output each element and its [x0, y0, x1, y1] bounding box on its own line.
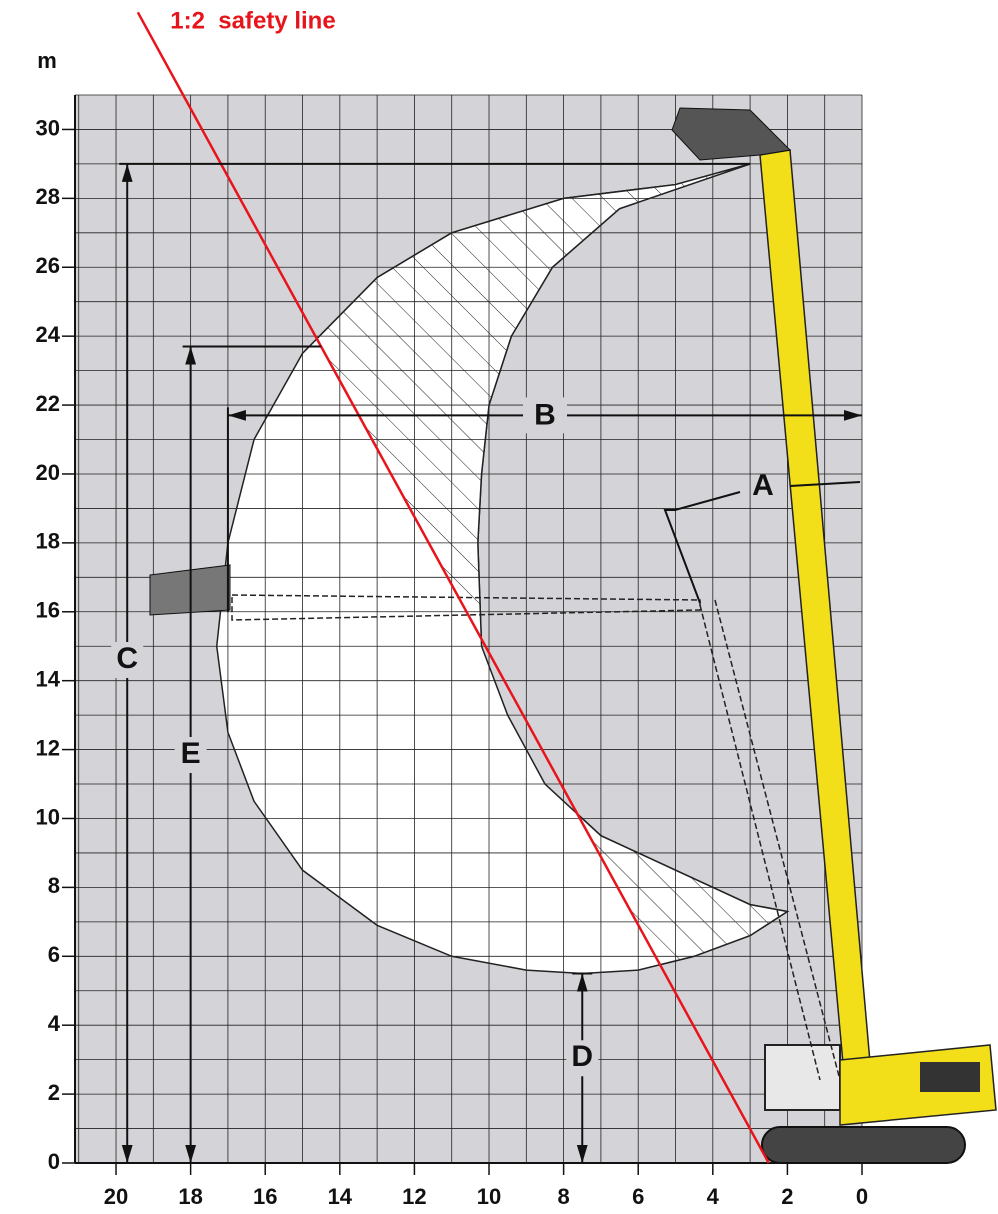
y-tick-label: 30 — [36, 115, 60, 140]
cab — [764, 1044, 841, 1111]
dimension-label: A — [752, 469, 774, 502]
y-tick-label: 24 — [36, 322, 61, 347]
safety-line-label: 1:2 safety line — [170, 7, 335, 34]
engine-cover — [920, 1062, 980, 1092]
y-tick-label: 10 — [36, 804, 60, 829]
x-tick-label: 0 — [856, 1184, 868, 1209]
x-tick-label: 20 — [104, 1184, 128, 1209]
y-tick-label: 20 — [36, 460, 60, 485]
x-tick-label: 12 — [402, 1184, 426, 1209]
y-tick-label: 14 — [36, 666, 61, 691]
excavator — [149, 107, 997, 1164]
x-tick-label: 18 — [178, 1184, 202, 1209]
dimensions: A B C D E — [111, 162, 862, 1163]
grid — [75, 94, 863, 1164]
y-tick-label: 8 — [48, 873, 60, 898]
boom-outline — [699, 599, 841, 1081]
y-tick-label: 28 — [36, 184, 60, 209]
arm-outline — [231, 594, 701, 621]
label-gap — [566, 1040, 599, 1077]
label-gap — [174, 737, 207, 773]
y-axis-label: m — [37, 48, 57, 73]
x-tick-label: 10 — [477, 1184, 501, 1209]
dimension-label: D — [571, 1040, 593, 1073]
y-tick-label: 0 — [48, 1149, 60, 1174]
y-tick-label: 2 — [48, 1080, 60, 1105]
x-tick-label: 8 — [557, 1184, 569, 1209]
x-tick-label: 16 — [253, 1184, 277, 1209]
attachment — [671, 107, 792, 161]
label-gap — [523, 397, 567, 434]
y-tick-label: 26 — [36, 253, 60, 278]
label-gap — [111, 642, 144, 678]
y-tick-label: 22 — [36, 391, 60, 416]
tracks — [761, 1126, 966, 1164]
x-tick-label: 6 — [632, 1184, 644, 1209]
x-tick-label: 2 — [781, 1184, 793, 1209]
dimension-label: B — [534, 398, 556, 431]
y-tick-label: 16 — [36, 598, 60, 623]
safety-line — [136, 11, 770, 1164]
leader-line — [663, 481, 861, 604]
dimension-label: E — [181, 737, 201, 770]
x-tick-label: 14 — [328, 1184, 353, 1209]
y-tick-label: 6 — [48, 942, 60, 967]
y-tick-label: 4 — [48, 1011, 61, 1036]
y-tick-label: 18 — [36, 529, 60, 554]
x-tick-label: 4 — [707, 1184, 720, 1209]
y-tick-label: 12 — [36, 735, 60, 760]
dimension-label: C — [116, 642, 138, 675]
